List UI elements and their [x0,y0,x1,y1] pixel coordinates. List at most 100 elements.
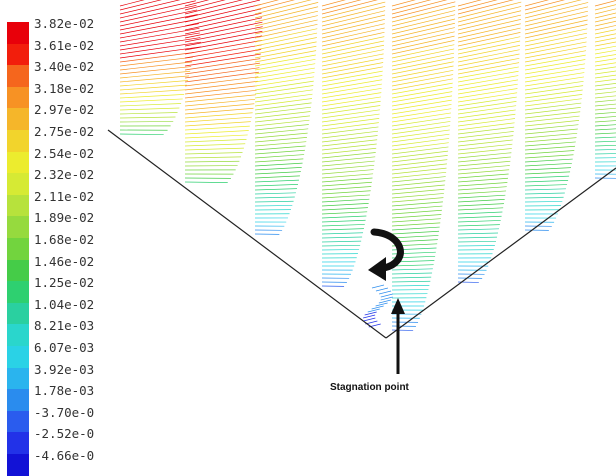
velocity-vector [392,193,444,198]
velocity-vector [376,303,388,306]
velocity-vector [185,72,259,82]
velocity-vector [458,245,495,246]
velocity-vector [392,100,452,110]
velocity-vector [255,16,318,30]
velocity-vector [458,127,514,134]
velocity-vector [381,297,393,300]
velocity-vector [322,88,382,98]
velocity-vector [458,114,515,122]
left-wall [108,130,386,338]
velocity-vector [458,161,510,166]
velocity-vector [379,300,391,303]
velocity-vector [322,0,385,14]
velocity-vector [525,59,585,70]
velocity-vector [595,127,616,130]
velocity-vector [185,90,256,98]
velocity-vector [255,24,317,38]
velocity-vector [458,106,516,114]
velocity-vector [392,45,454,58]
velocity-vector [322,249,359,250]
velocity-vector [322,199,369,202]
velocity-vector [595,119,616,122]
velocity-vector [392,0,455,6]
velocity-vector [255,176,300,178]
velocity-vector [322,2,385,18]
velocity-vector [392,32,455,46]
velocity-vector [322,233,363,234]
velocity-vector [392,49,454,62]
velocity-vector [120,67,191,74]
velocity-vector [525,0,588,6]
velocity-vector [185,113,253,118]
velocity-vector [525,81,584,90]
velocity-vector [525,24,587,38]
velocity-vector [120,85,187,90]
velocity-vector [322,157,375,162]
velocity-vector [322,123,379,130]
velocity-vector [255,142,306,146]
velocity-vector [525,168,571,170]
velocity-vector [392,23,455,38]
velocity-vector [458,123,515,130]
velocity-vector [392,227,440,230]
velocity-vector [458,204,504,206]
velocity-vector [322,84,382,94]
velocity-vector [458,32,520,46]
velocity-vector [322,165,374,170]
velocity-vector [458,182,507,186]
velocity-vector [525,193,565,194]
velocity-vector [322,15,385,30]
velocity-vector [255,155,304,158]
velocity-vector [595,39,616,50]
velocity-vector [185,13,261,30]
velocity-vector [120,117,175,118]
velocity-vector [525,201,562,202]
velocity-vector [458,15,521,30]
velocity-vector [525,64,585,74]
velocity-vector [458,6,521,22]
velocity-vector [595,106,616,110]
velocity-vector [322,220,366,222]
velocity-vector [255,197,295,198]
velocity-vector [392,185,445,190]
velocity-vector [525,86,583,94]
velocity-vector [322,131,378,138]
velocity-vector [392,40,454,54]
velocity-vector [595,132,616,134]
velocity-vector [120,90,186,94]
velocity-vector [185,95,256,102]
velocity-vector [185,68,259,78]
velocity-vector [363,318,375,321]
velocity-vector [458,241,496,242]
velocity-vector [458,24,521,38]
velocity-vector [458,229,499,230]
velocity-vector [458,88,517,98]
velocity-vector [322,0,385,6]
velocity-vector [392,0,455,14]
velocity-vector [185,139,246,142]
velocity-vector [392,206,442,210]
velocity-vector [525,138,576,142]
velocity-vector [392,2,455,18]
velocity-vector [372,285,384,288]
velocity-vector [322,195,370,198]
velocity-vector [185,182,228,183]
velocity-vector [595,16,616,30]
velocity-vector [255,72,314,82]
velocity-vector [322,161,375,166]
velocity-vector [525,68,585,78]
velocity-vector [525,11,588,26]
velocity-vector [185,157,241,158]
velocity-vector [392,277,431,278]
velocity-vector [363,315,375,318]
velocity-vector [458,76,518,86]
velocity-vector [255,29,317,42]
velocity-vector [392,265,434,266]
velocity-vector [322,114,380,122]
velocity-vector [458,220,501,222]
velocity-vector [255,0,318,6]
velocity-vector [185,122,251,126]
velocity-vector [458,187,507,190]
velocity-vector [255,163,303,166]
velocity-vector [595,92,616,98]
